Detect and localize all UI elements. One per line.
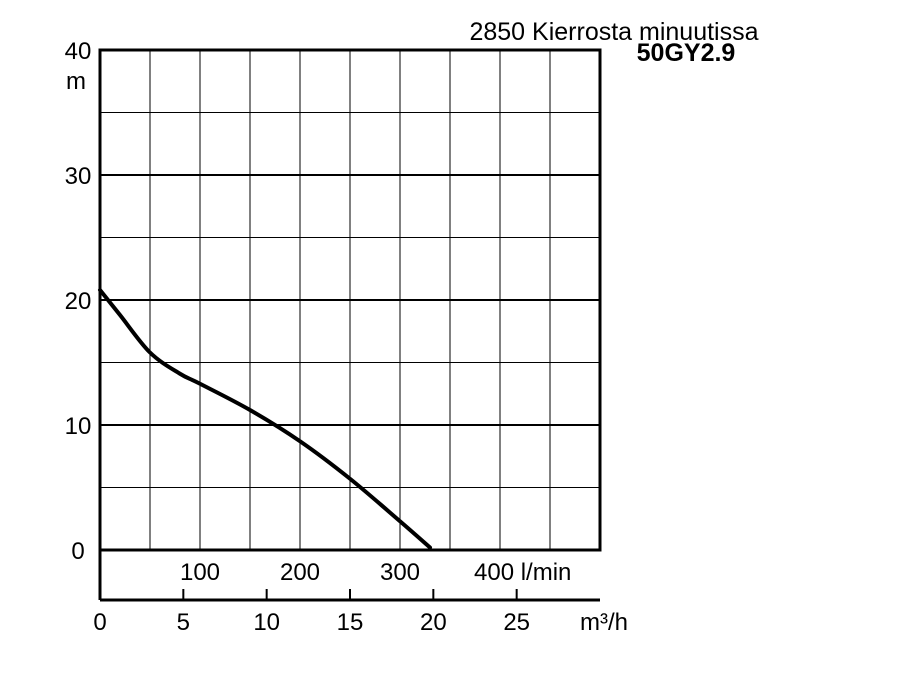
x-tick-label-m3h: 25 <box>503 609 530 636</box>
chart-title: 2850 Kierrosta minuutissa <box>469 18 758 46</box>
x-tick-label-lpm: 300 <box>380 559 420 586</box>
y-tick-label: 40 <box>65 38 92 65</box>
y-tick-label: 20 <box>65 288 92 315</box>
x-tick-label-lpm: 100 <box>180 559 220 586</box>
x-tick-label-m3h: 0 <box>93 609 106 636</box>
grid-lines <box>100 50 600 550</box>
x-tick-label-m3h: 15 <box>337 609 364 636</box>
y-tick-label: 10 <box>65 413 92 440</box>
x-tick-label-m3h: 20 <box>420 609 447 636</box>
x-axis-m3h-unit: m³/h <box>580 609 628 636</box>
x-tick-label-lpm: 400 l/min <box>474 559 571 586</box>
x-tick-label-lpm: 200 <box>280 559 320 586</box>
tick-labels: 0 10 20 30 40 100 200 300 400 l/min 0 5 10 15 20 25 <box>65 38 572 636</box>
x-tick-label-m3h: 5 <box>177 609 190 636</box>
series-curve <box>98 288 432 550</box>
y-tick-label: 30 <box>65 163 92 190</box>
y-axis-label: m <box>66 68 86 95</box>
m3h-tick-marks <box>99 589 518 600</box>
chart-subtitle: 50GY2.9 <box>637 39 736 67</box>
y-tick-label: 0 <box>71 538 84 565</box>
x-tick-label-m3h: 10 <box>253 609 280 636</box>
